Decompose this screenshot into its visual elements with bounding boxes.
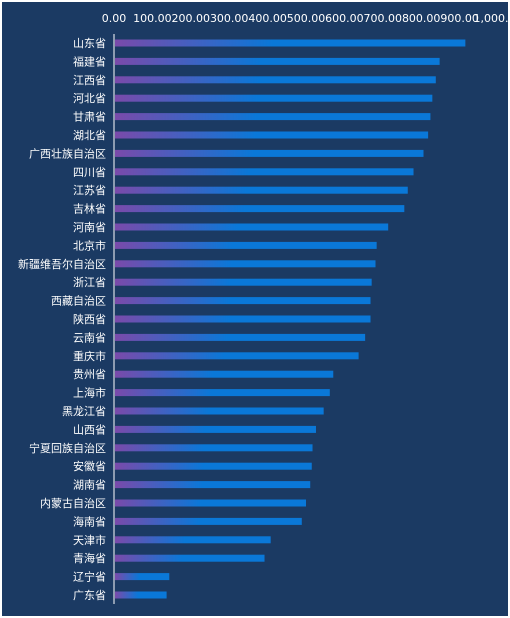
category-label: 内蒙古自治区 <box>40 496 106 510</box>
bar[interactable] <box>115 536 271 544</box>
category-label: 天津市 <box>73 533 106 547</box>
category-label: 辽宁省 <box>73 570 106 584</box>
x-tick-label: 200.00 <box>172 12 211 25</box>
bars <box>115 39 466 599</box>
bar[interactable] <box>115 278 372 286</box>
bar[interactable] <box>115 425 316 433</box>
bar[interactable] <box>115 241 377 249</box>
category-label: 青海省 <box>73 551 106 565</box>
bar[interactable] <box>115 297 371 305</box>
bar[interactable] <box>115 186 408 194</box>
bar[interactable] <box>115 352 359 360</box>
category-label: 福建省 <box>73 54 106 68</box>
x-tick-label: 900.00 <box>440 12 479 25</box>
category-label: 湖南省 <box>73 479 106 492</box>
category-label: 黑龙江省 <box>62 405 106 418</box>
category-label: 江苏省 <box>73 184 106 197</box>
bar[interactable] <box>115 57 440 65</box>
bar[interactable] <box>115 462 312 470</box>
bar[interactable] <box>115 573 170 581</box>
category-label: 河南省 <box>73 221 106 234</box>
category-labels: 山东省福建省江西省河北省甘肃省湖北省广西壮族自治区四川省江苏省吉林省河南省北京市… <box>18 37 106 602</box>
category-label: 湖北省 <box>73 129 106 142</box>
category-label: 云南省 <box>73 331 106 344</box>
category-label: 河北省 <box>73 92 106 105</box>
category-label: 江西省 <box>73 74 106 87</box>
x-tick-label: 0.00 <box>102 12 127 25</box>
x-tick-label: 800.00 <box>402 12 441 25</box>
bar[interactable] <box>115 76 436 84</box>
x-tick-label: 400.00 <box>248 12 287 25</box>
x-axis-ticks: 0.00 100.00 200.00 300.00 400.00 500.00 600.00… <box>102 12 508 25</box>
bar[interactable] <box>115 554 265 562</box>
category-label: 山西省 <box>73 423 106 436</box>
bar[interactable] <box>115 205 405 213</box>
category-label: 陕西省 <box>73 312 106 326</box>
category-label: 四川省 <box>73 166 106 179</box>
category-label: 广东省 <box>73 589 106 602</box>
x-tick-label: 100.00 <box>133 12 172 25</box>
x-tick-label: 1,000.00 <box>474 12 508 25</box>
bar[interactable] <box>115 407 324 415</box>
category-label: 重庆市 <box>73 349 106 363</box>
category-label: 贵州省 <box>73 368 106 381</box>
bar[interactable] <box>115 370 334 378</box>
bar[interactable] <box>115 131 429 139</box>
bar[interactable] <box>115 591 167 599</box>
x-tick-label: 300.00 <box>210 12 249 25</box>
bar[interactable] <box>115 315 371 323</box>
category-label: 吉林省 <box>73 202 106 216</box>
category-label: 安徽省 <box>73 459 106 473</box>
bar[interactable] <box>115 333 366 341</box>
category-label: 北京市 <box>73 238 106 252</box>
category-label: 浙江省 <box>73 276 106 289</box>
category-label: 山东省 <box>73 37 106 50</box>
bar[interactable] <box>115 444 313 452</box>
bar[interactable] <box>115 499 306 507</box>
category-label: 上海市 <box>73 386 106 400</box>
category-label: 新疆维吾尔自治区 <box>18 257 106 271</box>
bar[interactable] <box>115 168 414 176</box>
category-label: 甘肃省 <box>73 111 106 124</box>
x-tick-label: 700.00 <box>364 12 403 25</box>
x-tick-label: 500.00 <box>287 12 326 25</box>
bar[interactable] <box>115 113 431 121</box>
category-label: 宁夏回族自治区 <box>29 441 106 455</box>
x-tick-label: 600.00 <box>325 12 364 25</box>
bar[interactable] <box>115 389 330 397</box>
bar[interactable] <box>115 481 311 489</box>
bar[interactable] <box>115 94 433 102</box>
bar[interactable] <box>115 39 466 47</box>
category-label: 西藏自治区 <box>51 294 106 308</box>
category-label: 海南省 <box>73 514 106 528</box>
bar[interactable] <box>115 517 302 525</box>
bar[interactable] <box>115 149 424 157</box>
category-label: 广西壮族自治区 <box>29 146 106 160</box>
bar[interactable] <box>115 223 389 231</box>
bar[interactable] <box>115 260 376 268</box>
